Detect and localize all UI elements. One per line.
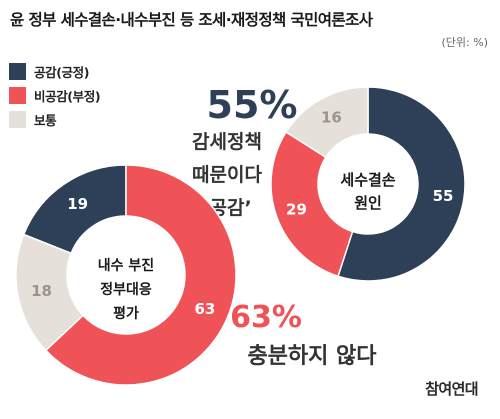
chart1-slice-label-0: 55 (433, 187, 454, 205)
legend-item-negative: 비공감(부정) (9, 85, 101, 105)
chart1-slice-0 (337, 86, 466, 282)
chart2-slice-1 (44, 164, 237, 386)
chart2-center-label-2: 평가 (113, 305, 139, 322)
chart1-headline-text-0: 감세정책 (192, 131, 262, 153)
chart1-slice-label-1: 29 (286, 201, 307, 219)
chart2-center-label-0: 내수 부진 (98, 257, 154, 274)
chart2-headline-pct: 63% (230, 300, 302, 335)
legend-label-neutral: 보통 (34, 112, 57, 128)
chart2-center-label-1: 정부대응 (100, 281, 152, 298)
legend-item-positive: 공감(긍정) (9, 61, 100, 81)
legend-swatch-positive (9, 62, 26, 80)
chart2-headline-text-0: 충분하지 않다 (247, 344, 377, 369)
chart2-slice-label-2: 18 (31, 282, 52, 300)
legend-label-positive: 공감(긍정) (34, 64, 90, 80)
legend-swatch-negative (9, 86, 26, 104)
chart-title: 윤 정부 세수결손·내수부진 등 조세·재정정책 국민여론조사 (10, 11, 373, 29)
chart1-center-label-0: 세수결손 (340, 171, 395, 189)
legend-label-negative: 비공감(부정) (34, 88, 101, 104)
legend-swatch-neutral (9, 110, 26, 128)
chart2-slice-label-0: 19 (67, 195, 88, 213)
chart1-slice-1 (270, 130, 354, 278)
chart2-slice-label-1: 63 (194, 300, 215, 318)
chart1-headline-pct: 55% (207, 83, 298, 127)
brand-logo-text: 참여연대 (425, 380, 478, 398)
chart2-slice-2 (15, 233, 85, 352)
unit-label: (단위: %) (441, 36, 488, 49)
legend: 공감(긍정) 비공감(부정) 보통 (9, 61, 101, 133)
chart1-slice-2 (285, 86, 369, 159)
chart1-center-label-1: 원인 (354, 194, 382, 212)
legend-item-neutral: 보통 (9, 109, 100, 129)
chart1-headline-text-1: 때문이다 (192, 164, 262, 186)
chart1-slice-label-2: 16 (321, 108, 342, 126)
